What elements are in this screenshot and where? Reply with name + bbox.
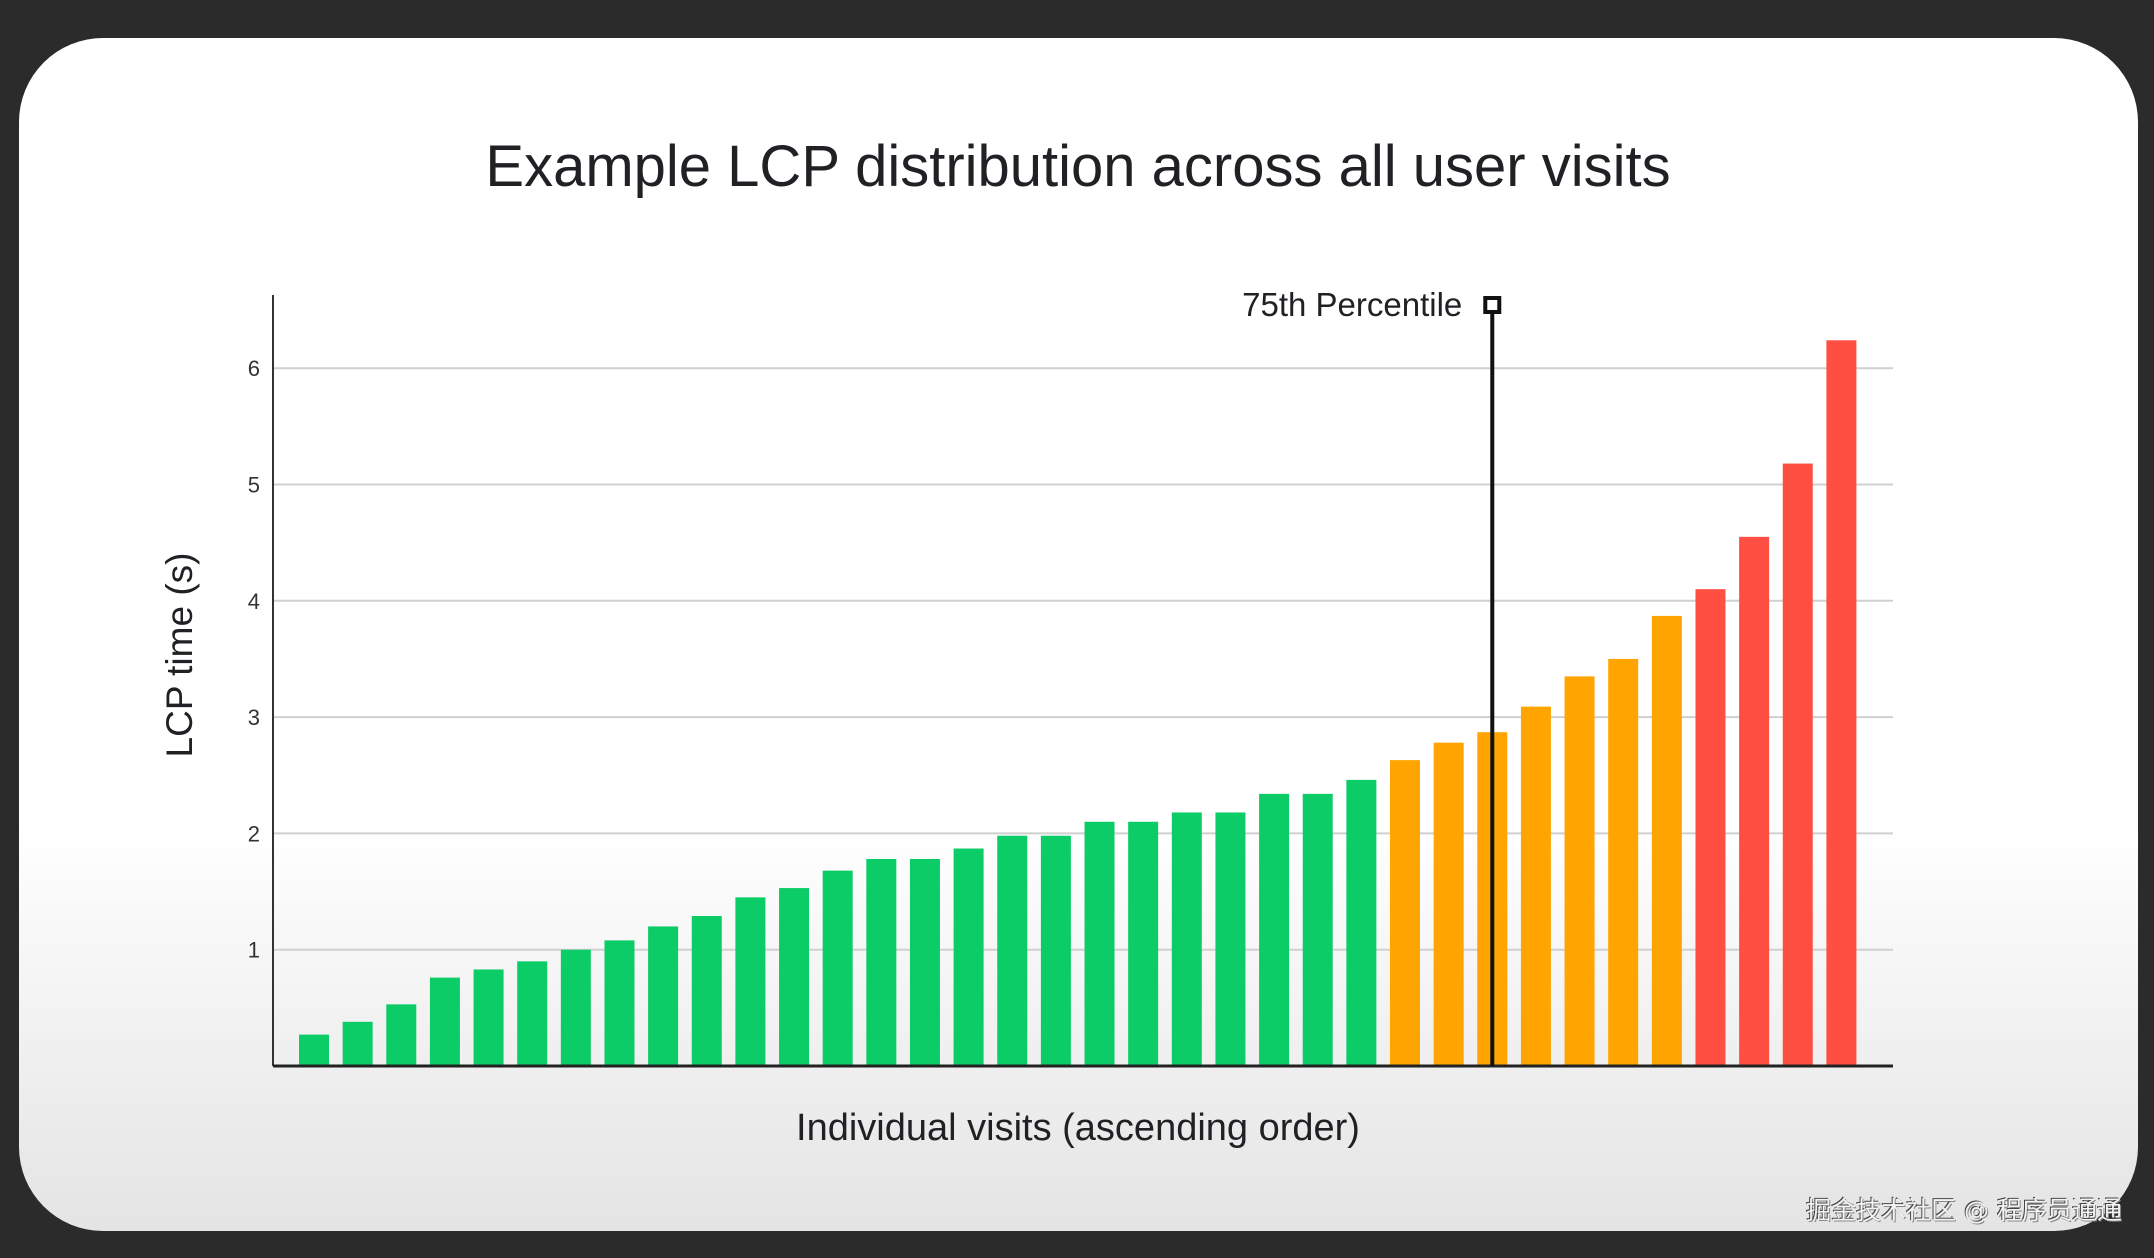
bar xyxy=(1128,821,1159,1066)
percentile-label: 75th Percentile xyxy=(1242,286,1462,323)
bar xyxy=(997,835,1028,1066)
bar xyxy=(866,858,897,1066)
bar xyxy=(1564,676,1595,1066)
bar xyxy=(953,848,984,1066)
slide-card: Example LCP distribution across all user… xyxy=(19,38,2138,1231)
y-tick-label: 5 xyxy=(248,473,260,498)
bar xyxy=(1171,812,1202,1066)
bar xyxy=(1215,812,1246,1066)
bar xyxy=(1302,793,1333,1066)
bar xyxy=(1695,589,1726,1066)
bar xyxy=(1084,821,1115,1066)
bar xyxy=(517,961,548,1066)
bar xyxy=(1651,615,1682,1066)
watermark: 掘金技术社区 @ 程序员通通 xyxy=(1806,1196,2122,1225)
y-tick-label: 4 xyxy=(248,589,260,614)
bar xyxy=(1040,835,1071,1066)
y-tick-label: 2 xyxy=(248,821,260,846)
bar xyxy=(1346,779,1377,1066)
bar xyxy=(909,858,940,1066)
bar xyxy=(560,949,591,1066)
bar xyxy=(299,1034,329,1066)
y-tick-label: 1 xyxy=(248,938,260,963)
lcp-bar-chart: Example LCP distribution across all user… xyxy=(159,134,1893,1149)
y-axis-label: LCP time (s) xyxy=(159,553,200,758)
bar xyxy=(735,897,766,1066)
bar xyxy=(1739,536,1770,1066)
bar xyxy=(779,888,810,1066)
bar xyxy=(691,915,722,1066)
bar xyxy=(1433,742,1464,1066)
bar xyxy=(1390,760,1420,1066)
y-tick-label: 3 xyxy=(248,705,260,730)
bar xyxy=(1782,463,1813,1066)
bar xyxy=(429,977,460,1066)
y-tick-label: 6 xyxy=(248,356,260,381)
percentile-marker-icon xyxy=(1483,296,1502,314)
x-axis-label: Individual visits (ascending order) xyxy=(796,1107,1360,1149)
bar xyxy=(604,940,635,1066)
bar xyxy=(1520,706,1551,1066)
bar xyxy=(1608,658,1639,1066)
bar xyxy=(822,870,853,1066)
bar xyxy=(386,1004,417,1066)
bar xyxy=(342,1021,373,1066)
bar xyxy=(473,969,504,1066)
chart-title: Example LCP distribution across all user… xyxy=(485,134,1670,199)
bar xyxy=(1259,793,1290,1066)
bar xyxy=(648,926,679,1066)
bar xyxy=(1826,340,1857,1067)
